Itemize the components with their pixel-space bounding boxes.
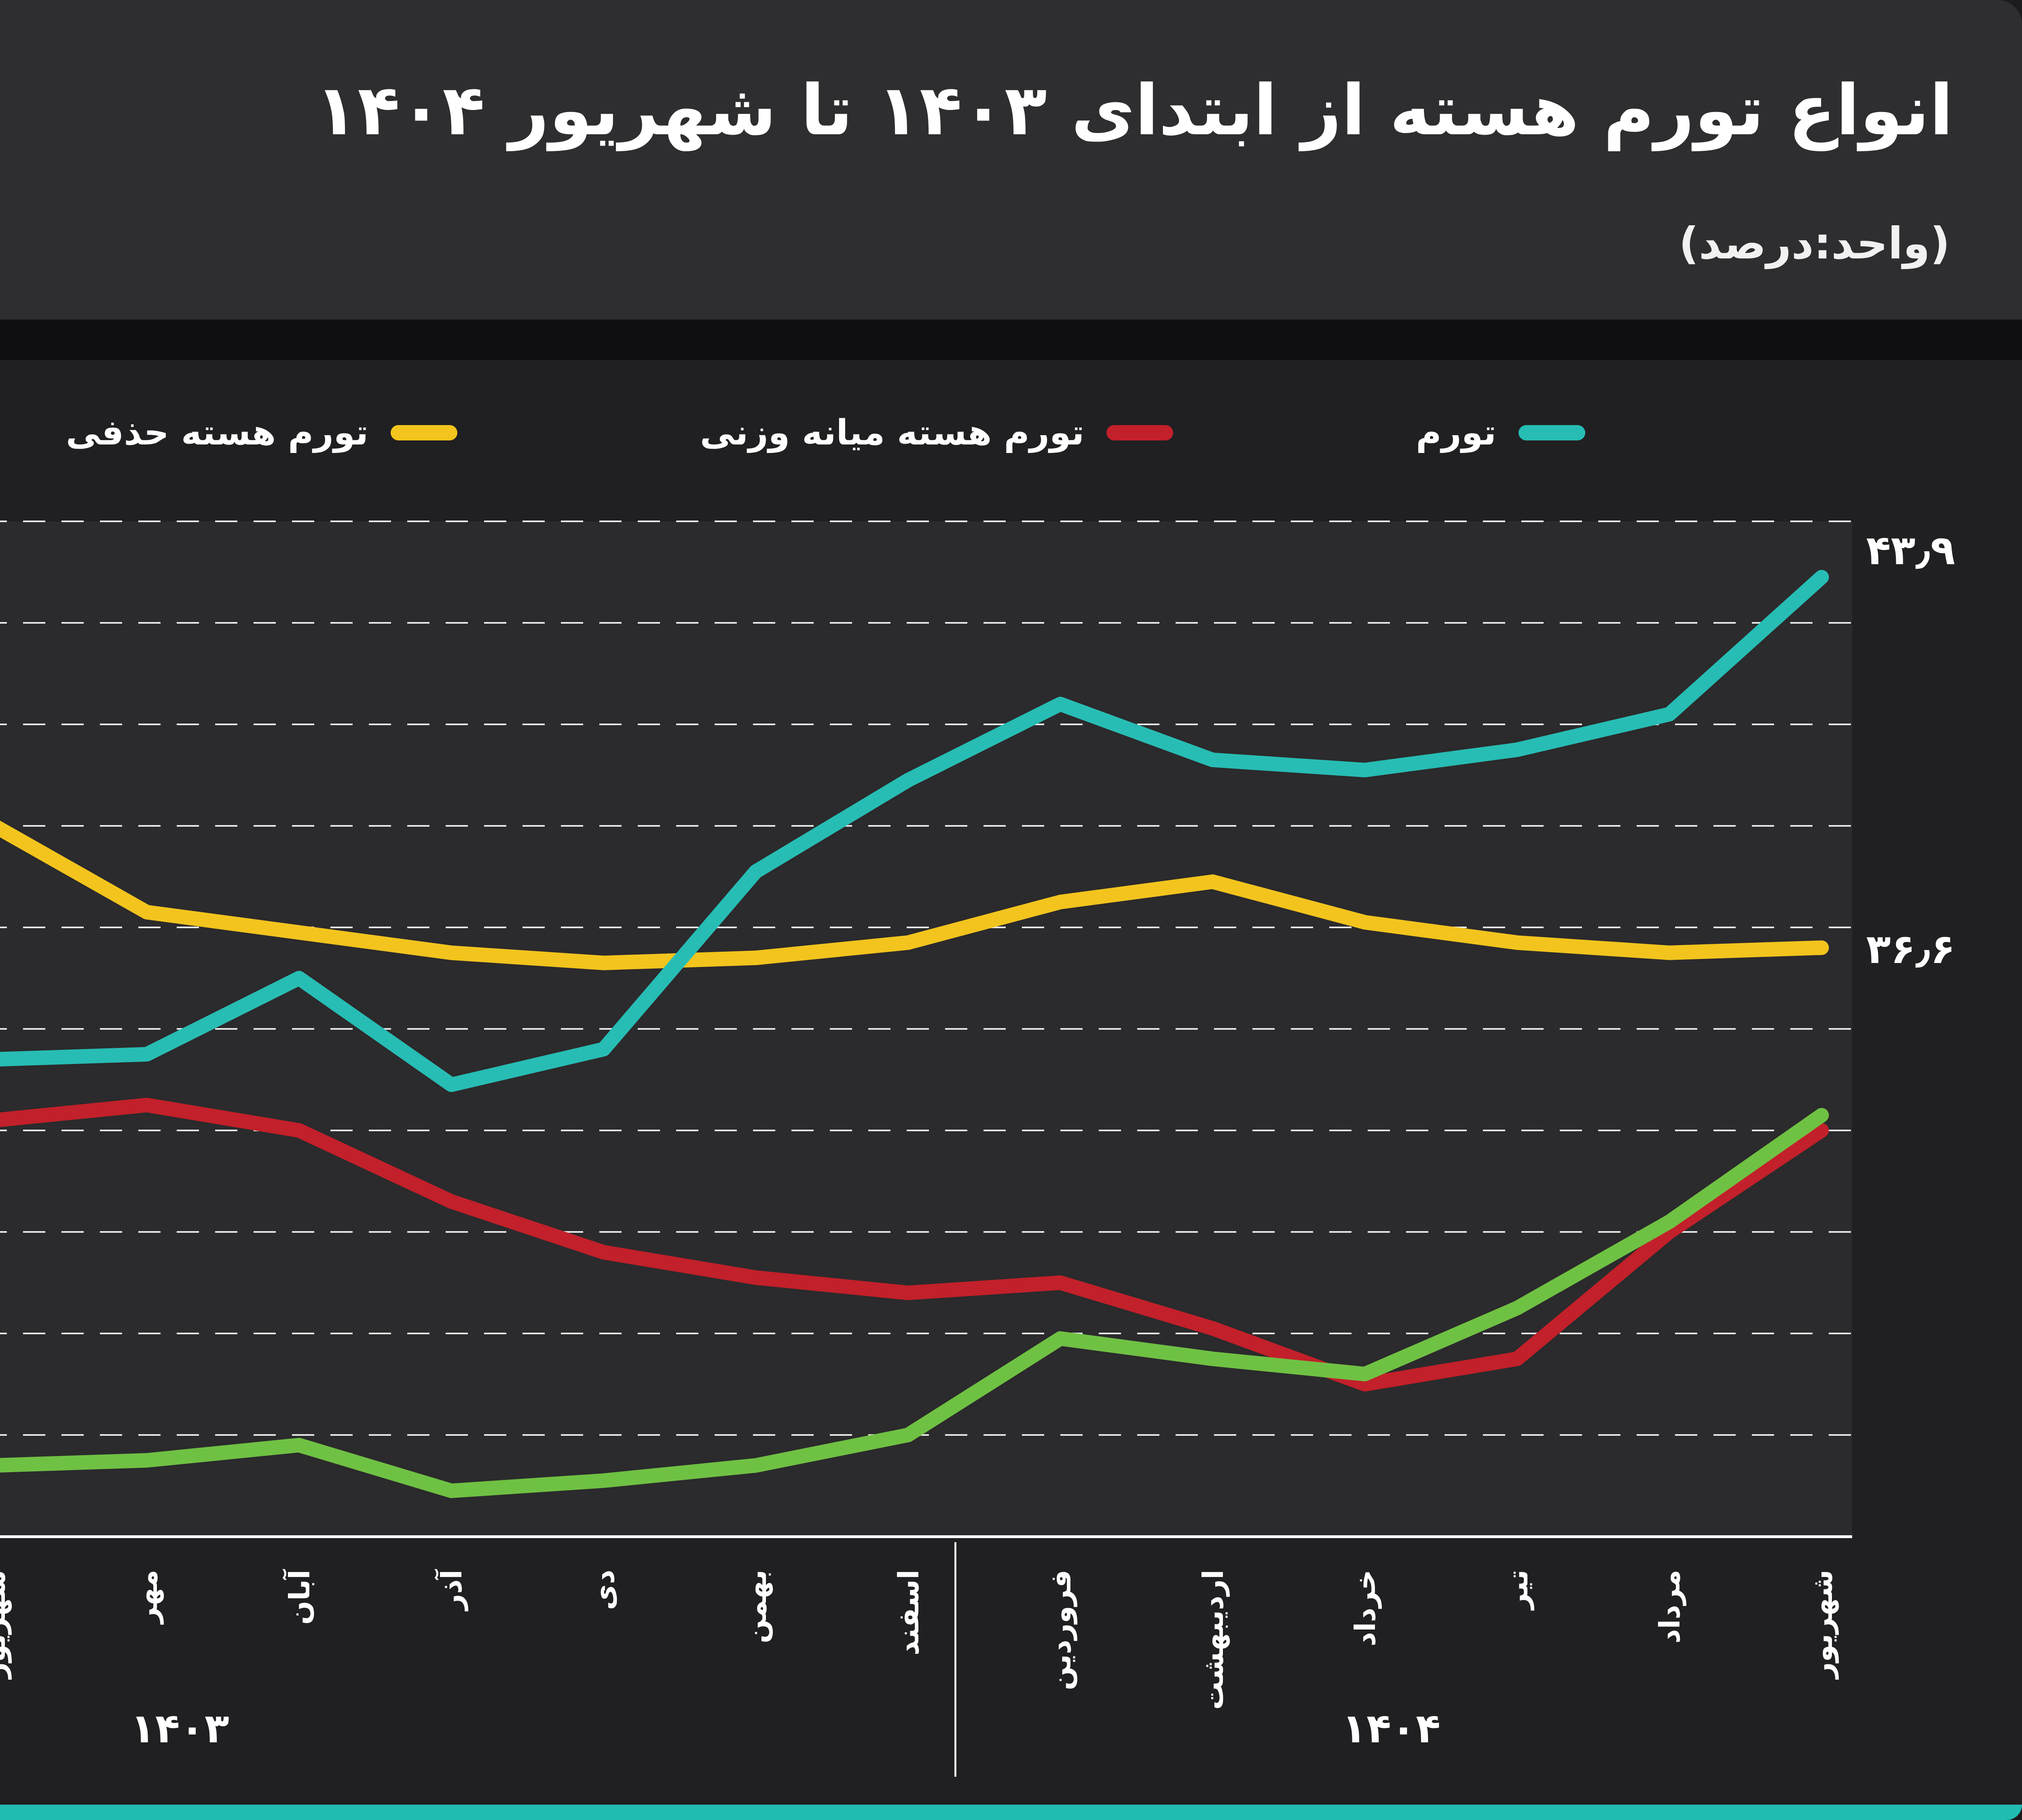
legend-item: تورم bbox=[1416, 413, 1585, 453]
legend-swatch bbox=[390, 425, 457, 440]
x-tick-label: مرداد bbox=[1653, 1570, 1686, 1644]
page-title: انواع تورم هسته از ابتدای ۱۴۰۳ تا شهریور… bbox=[315, 70, 1953, 151]
legend-label: تورم هسته میانه وزنی bbox=[700, 413, 1085, 453]
year-group-label: ۱۴۰۴ bbox=[1341, 1705, 1441, 1752]
legend-item: تورم هسته میانه وزنی bbox=[700, 413, 1174, 453]
series-end-value-label: ۳۶٫۶ bbox=[1866, 925, 1955, 973]
x-tick-label: بهمن bbox=[740, 1570, 773, 1644]
x-axis-line bbox=[0, 1535, 1852, 1538]
series-line bbox=[0, 1098, 1829, 1392]
footer-accent-bar bbox=[0, 1805, 2022, 1820]
legend-swatch bbox=[1519, 425, 1585, 440]
series-end-value-label: ۴۳٫۹ bbox=[1866, 527, 1955, 574]
legend-item: تورم هسته حذفی bbox=[66, 413, 457, 453]
series-line bbox=[0, 570, 1829, 1092]
x-tick-label: آذر bbox=[435, 1570, 468, 1610]
header-separator-band bbox=[0, 320, 2022, 360]
x-tick-label: تیر bbox=[1501, 1570, 1534, 1610]
header: انواع تورم هسته از ابتدای ۱۴۰۳ تا شهریور… bbox=[0, 0, 2022, 320]
year-group-label: ۱۴۰۳ bbox=[130, 1705, 229, 1752]
series-line bbox=[0, 1108, 1829, 1498]
x-tick-label: شهریور bbox=[0, 1570, 12, 1679]
legend-swatch bbox=[1106, 425, 1174, 440]
x-tick-label: اردیبهشت bbox=[1196, 1570, 1230, 1710]
x-tick-label: آبان bbox=[283, 1570, 316, 1625]
unit-subtitle: (واحد:درصد) bbox=[1679, 218, 1950, 269]
legend-label: تورم bbox=[1416, 413, 1496, 453]
year-divider-line bbox=[954, 1542, 956, 1777]
series-line bbox=[0, 820, 1829, 970]
x-tick-label: شهریور bbox=[1805, 1570, 1839, 1679]
legend-label: تورم هسته حذفی bbox=[66, 413, 368, 453]
x-tick-label: اسفند bbox=[892, 1570, 925, 1656]
x-tick-label: دی bbox=[587, 1570, 621, 1610]
x-tick-label: فروردین bbox=[1044, 1570, 1077, 1691]
